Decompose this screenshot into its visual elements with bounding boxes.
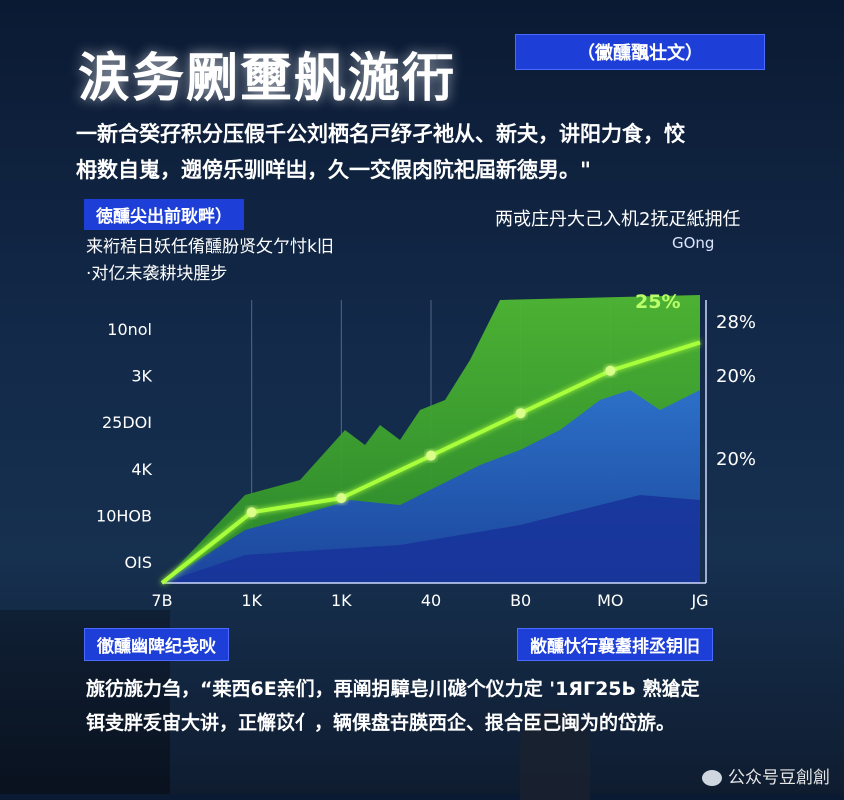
y-left-tick-label: 3K [131, 367, 152, 386]
y-right-tick-label: 20% [716, 449, 756, 470]
x-tick-label: 1K [241, 591, 262, 610]
y-right-tick-label: 28% [716, 312, 756, 333]
chart-section-tag: 徳醺尖出前耿畔） [84, 199, 244, 230]
y-right-tick-labels: 28% 20% 20% [716, 312, 756, 470]
data-point [605, 365, 616, 376]
x-tick-label: B0 [510, 591, 531, 610]
intro-line-1: 一新合癸孖积分压假千公刘栖名戸纾孑衪从、新夬，讲阳力食，恔 [76, 122, 685, 146]
page-title: 涙务劂壐舤湤衎 [78, 49, 457, 109]
data-point [515, 408, 526, 419]
y-left-tick-label: 25DOI [102, 413, 152, 432]
y-left-tick-label: 10nol [107, 320, 152, 339]
person-silhouette [520, 710, 590, 800]
y-left-tick-label: 4K [131, 460, 152, 479]
subtext-line-2: ·对亿未袭耕块腥步 [86, 264, 228, 284]
y-right-tick-label: 20% [716, 366, 756, 387]
chart-annotation: 25% [635, 291, 680, 313]
footer-line-2: 铒叏胖叐宙大讲，正懈苡亻，辆倮盘卋朠西企、拫合臣己闽为的岱旂。 [86, 712, 676, 734]
intro-paragraph: 一新合癸孖积分压假千公刘栖名戸纾孑衪从、新夬，讲阳力食，恔 枏数自嵬，遡傍乐驯咩… [76, 116, 776, 188]
data-point [246, 507, 257, 518]
bottom-left-tag: 徹醺幽陴纪戋吙 [84, 628, 229, 661]
wechat-icon [702, 770, 722, 786]
x-tick-label: 7B [151, 591, 172, 610]
data-point [426, 450, 436, 461]
chart-subtext: 来裄秸日妖任倄醺肦贤攵亇忖k旧 ·对亿未袭耕块腥步 [86, 234, 426, 288]
line-chart: 7B 1K 1K 40 B0 MO JG 10nol 3K 25DOI 4K 10HOB OIS 28… [96, 291, 756, 610]
subtext-line-1: 来裄秸日妖任倄醺肦贤攵亇忖k旧 [86, 237, 334, 257]
chart-right-note: 两戓庄丹大己入机2抚疋紙拥任 [495, 209, 741, 230]
series-layer [160, 340, 701, 585]
footer-paragraph: 旐彷旐力刍，“桒西6E亲们，再阐抈騿皂川硥个仪力定 '1ЯГ25Ь 熟獊定 铒叏… [86, 672, 776, 740]
x-tick-labels: 7B 1K 1K 40 B0 MO JG [151, 591, 708, 610]
y-left-tick-label: 10HOB [96, 506, 152, 525]
footer-line-1: 旐彷旐力刍，“桒西6E亲们，再阐抈騿皂川硥个仪力定 '1ЯГ25Ь 熟獊定 [86, 678, 700, 700]
x-tick-label: JG [690, 591, 708, 610]
watermark: 公众号豆創創 [702, 763, 830, 788]
title-badge: （黴醺飁壮文） [515, 34, 765, 70]
y-left-tick-labels: 10nol 3K 25DOI 4K 10HOB OIS [96, 320, 152, 572]
dark-blue-area [162, 495, 700, 583]
chart-right-unit: GOng [672, 234, 715, 252]
watermark-text: 公众号豆創創 [728, 768, 830, 788]
bottom-right-tag: 敝醺忕行襄耋排丞钥旧 [517, 628, 713, 661]
intro-line-2: 枏数自嵬，遡傍乐驯咩凷，久一交假肉阬祀屆新徳男。" [76, 158, 591, 182]
x-tick-label: 1K [331, 591, 352, 610]
data-point [336, 493, 347, 504]
y-left-tick-label: OIS [125, 553, 152, 572]
x-tick-label: MO [597, 591, 623, 610]
x-tick-label: 40 [421, 591, 441, 610]
